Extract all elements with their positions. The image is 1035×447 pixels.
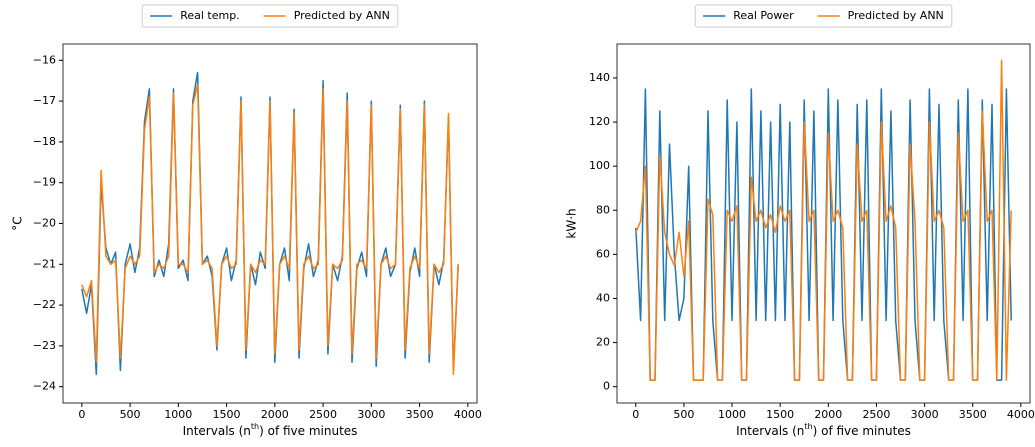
- x-axis-label-part: th: [251, 422, 259, 431]
- x-tick-label: 4000: [454, 408, 482, 421]
- subplot: 0 500 1000 1500 2000 2500 3000 3500 4000 0 20 40 60 8…: [565, 4, 1035, 438]
- y-tick-label: −21: [33, 257, 56, 270]
- y-tick-label: −19: [33, 176, 56, 189]
- y-tick-label: 120: [589, 115, 610, 128]
- y-tick-label: 40: [596, 291, 610, 304]
- y-tick-label: 100: [589, 159, 610, 172]
- x-tick-label: 3500: [959, 408, 987, 421]
- x-axis-label: Intervals (nth) of five minutes: [183, 422, 358, 438]
- y-tick-label: −23: [33, 339, 56, 352]
- x-tick-label: 0: [78, 408, 85, 421]
- x-tick-label: 2500: [309, 408, 337, 421]
- x-tick-label: 1000: [718, 408, 746, 421]
- y-tick-label: −22: [33, 298, 56, 311]
- legend-label: Predicted by ANN: [848, 9, 944, 22]
- y-tick-label: −17: [33, 94, 56, 107]
- x-tick-label: 1500: [766, 408, 794, 421]
- y-tick-label: 0: [603, 380, 610, 393]
- x-tick-label: 3000: [911, 408, 939, 421]
- x-tick-label: 2000: [261, 408, 289, 421]
- x-axis-label-part: Intervals (n: [736, 424, 804, 438]
- y-axis-label: kW·h: [565, 208, 579, 238]
- y-tick-label: 20: [596, 336, 610, 349]
- x-tick-label: 2000: [814, 408, 842, 421]
- y-axis-label: °C: [11, 216, 25, 230]
- subplot: 0 500 1000 1500 2000 2500 3000 3500 4000 −24 −23 −2…: [11, 4, 482, 438]
- y-tick-label: 60: [596, 247, 610, 260]
- x-axis-label-part: th: [804, 422, 812, 431]
- x-tick-label: 2500: [862, 408, 890, 421]
- legend: Real temp. Predicted by ANN: [141, 4, 399, 28]
- y-tick-label: −24: [33, 380, 56, 393]
- x-axis-label-part: ) of five minutes: [813, 424, 911, 438]
- axes-frame: [616, 43, 1031, 404]
- x-axis-label-part: ) of five minutes: [259, 424, 357, 438]
- legend: Real Power Predicted by ANN: [694, 4, 953, 28]
- x-tick-label: 3500: [406, 408, 434, 421]
- x-tick-label: 500: [120, 408, 141, 421]
- y-tick-label: −18: [33, 135, 56, 148]
- y-tick-label: −20: [33, 217, 56, 230]
- x-tick-label: 4000: [1007, 408, 1035, 421]
- x-axis-label-part: Intervals (n: [183, 424, 251, 438]
- series-line: [81, 84, 459, 376]
- y-tick-label: 80: [596, 203, 610, 216]
- x-tick-label: 1000: [164, 408, 192, 421]
- x-tick-label: 500: [673, 408, 694, 421]
- x-tick-label: 0: [632, 408, 639, 421]
- y-tick-label: −16: [33, 53, 56, 66]
- y-tick-label: 140: [589, 71, 610, 84]
- legend-label: Predicted by ANN: [294, 9, 390, 22]
- legend-label: Real temp.: [180, 9, 240, 22]
- x-axis-label: Intervals (nth) of five minutes: [736, 422, 911, 438]
- series-line: [635, 59, 1012, 381]
- x-tick-label: 1500: [213, 408, 241, 421]
- legend-label: Real Power: [733, 9, 794, 22]
- x-tick-label: 3000: [357, 408, 385, 421]
